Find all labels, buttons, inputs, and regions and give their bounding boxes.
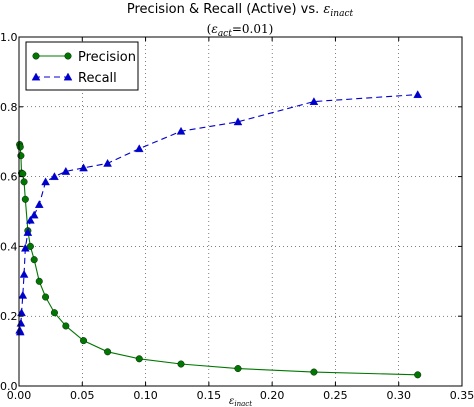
recall-point: [309, 97, 319, 105]
recall-point: [19, 269, 29, 278]
chart-title-main: Precision & Recall (Active) vs.: [127, 2, 324, 17]
y-tick-label: 0.8: [0, 101, 18, 114]
precision-point: [234, 365, 242, 373]
x-tick-label: 0.00: [7, 389, 32, 402]
recall-point: [20, 243, 30, 252]
precision-point: [414, 371, 422, 379]
precision-point: [16, 143, 24, 151]
x-tick-label: 0.15: [197, 389, 222, 402]
precision-point: [62, 322, 70, 330]
series-recall: [15, 90, 423, 336]
chart-subtitle-symbol: ε: [211, 22, 217, 36]
recall-point: [29, 210, 39, 219]
recall-line: [19, 94, 418, 333]
recall-point: [16, 318, 26, 327]
y-tick-label: 1.0: [0, 31, 18, 44]
recall-point: [413, 90, 423, 98]
legend-marker-precision: [32, 52, 40, 60]
recall-point: [15, 327, 25, 336]
chart-subtitle-open: (: [207, 22, 212, 36]
legend: Precision Recall: [25, 41, 139, 91]
recall-point: [61, 166, 71, 175]
legend-entry-precision: Precision: [32, 50, 136, 65]
chart-title-subscript: inact: [330, 9, 353, 19]
legend-label-recall: Recall: [78, 71, 117, 86]
y-tick-label: 0.4: [0, 240, 18, 253]
recall-point: [23, 228, 33, 236]
series-precision: [16, 140, 422, 379]
series-layer: [15, 90, 423, 379]
precision-point: [30, 256, 38, 264]
y-tick-label: 0.2: [0, 310, 18, 323]
legend-box: [25, 41, 139, 91]
precision-point: [310, 368, 318, 376]
recall-point: [79, 163, 88, 172]
axis-ticks: 0.00 0.05 0.10 0.15 0.20 0.25 0.30 0.35 0.0 0.2 0.…: [0, 31, 474, 402]
recall-point: [134, 144, 144, 153]
precision-point: [26, 242, 34, 250]
x-tick-label: 0.10: [133, 389, 158, 402]
x-tick-label: 0.05: [70, 389, 95, 402]
x-tick-label: 0.25: [323, 389, 348, 402]
plot-frame: [18, 36, 463, 387]
recall-point: [18, 290, 28, 299]
legend-marker-recall: [63, 72, 73, 81]
precision-point: [135, 355, 143, 363]
legend-label-precision: Precision: [78, 50, 136, 65]
precision-line: [19, 144, 418, 376]
x-axis-label-symbol: ε: [229, 396, 234, 407]
precision-point: [177, 360, 185, 368]
recall-point: [41, 177, 50, 186]
x-axis-label-subscript: inact: [234, 400, 252, 407]
recall-point: [50, 172, 59, 181]
recall-point: [103, 158, 112, 167]
recall-point: [233, 117, 243, 126]
chart-subtitle-subscript: act: [218, 29, 232, 39]
chart-title: Precision & Recall (Active) vs. εinact: [127, 2, 354, 19]
x-tick-label: 0.35: [450, 389, 474, 402]
legend-marker-recall: [31, 72, 41, 81]
precision-point: [20, 178, 28, 186]
precision-point: [42, 293, 50, 301]
chart-subtitle-rest: =0.01): [232, 22, 273, 36]
recall-point: [176, 126, 186, 135]
x-tick-label: 0.20: [260, 389, 285, 402]
chart-title-symbol: ε: [323, 2, 330, 17]
precision-point: [50, 309, 58, 317]
y-tick-label: 0.6: [0, 171, 18, 184]
legend-entry-recall: Recall: [31, 71, 117, 86]
legend-marker-precision: [64, 52, 72, 60]
precision-point: [104, 348, 112, 356]
recall-point: [34, 200, 44, 208]
chart-subtitle: (εact=0.01): [207, 22, 274, 39]
precision-point: [35, 277, 43, 285]
recall-point: [26, 215, 35, 224]
x-tick-label: 0.30: [386, 389, 411, 402]
x-axis-label: εinact: [229, 396, 252, 407]
y-tick-label: 0.0: [0, 380, 18, 393]
precision-point: [21, 195, 29, 203]
precision-point: [80, 337, 88, 345]
